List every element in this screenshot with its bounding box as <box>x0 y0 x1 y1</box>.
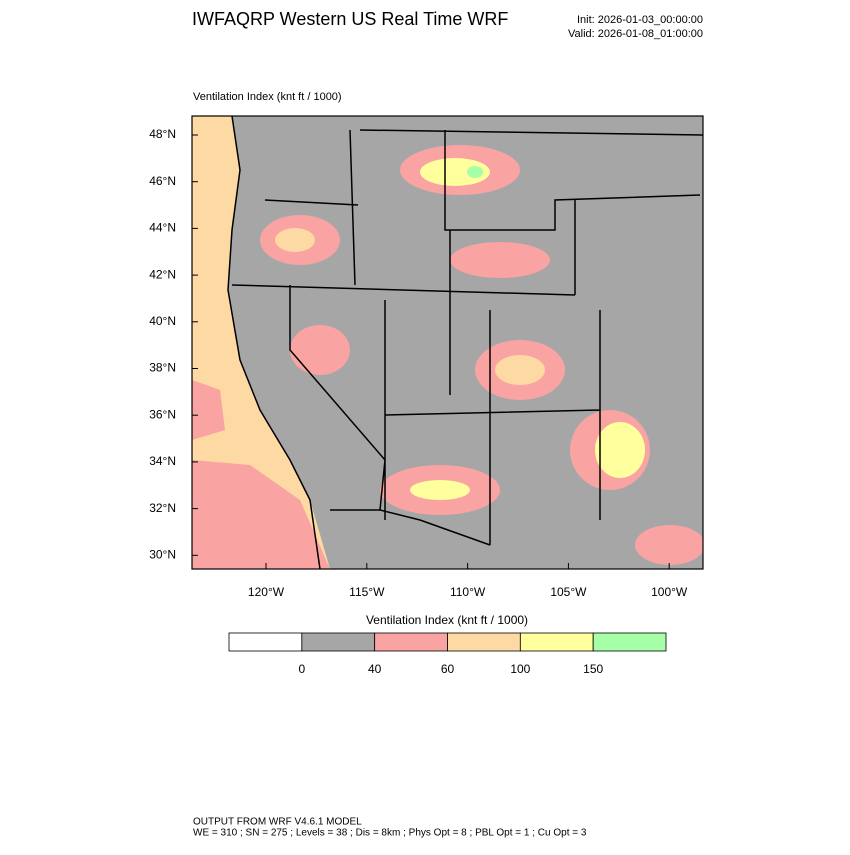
colorbar: 0 40 60 100 150 <box>228 632 667 676</box>
lat-label: 46°N <box>149 174 176 188</box>
footer-line: WE = 310 ; SN = 275 ; Levels = 38 ; Dis … <box>193 828 587 839</box>
colorbar-title: Ventilation Index (knt ft / 1000) <box>366 613 528 627</box>
lon-label: 105°W <box>550 585 587 599</box>
colorbar-label: 150 <box>583 662 603 676</box>
colorbar-box <box>447 632 521 652</box>
lat-label: 30°N <box>149 547 176 561</box>
lat-axis: 48°N 46°N 44°N 42°N 40°N 38°N 36°N 34°N 32°N 30°N <box>149 127 198 561</box>
lat-label: 36°N <box>149 407 176 421</box>
colorbar-box <box>301 632 376 652</box>
lat-label: 44°N <box>149 221 176 235</box>
lon-label: 115°W <box>349 585 385 599</box>
map <box>192 116 703 569</box>
lon-label: 120°W <box>248 585 285 599</box>
colorbar-label: 0 <box>298 662 305 676</box>
colorbar-label: 40 <box>368 662 382 676</box>
valid-time: Valid: 2026-01-08_01:00:00 <box>568 28 703 40</box>
title: IWFAQRP Western US Real Time WRF <box>192 9 508 29</box>
colorbar-box <box>374 632 448 652</box>
lat-label: 38°N <box>149 361 176 375</box>
init-time: Init: 2026-01-03_00:00:00 <box>577 14 703 26</box>
lat-label: 32°N <box>149 501 176 515</box>
footer-line: OUTPUT FROM WRF V4.6.1 MODEL <box>193 817 362 828</box>
colorbar-box <box>592 632 667 652</box>
colorbar-label: 60 <box>441 662 455 676</box>
map-frame <box>191 115 704 570</box>
lon-axis: 120°W 115°W 110°W 105°W 100°W <box>248 563 688 599</box>
lat-label: 34°N <box>149 454 176 468</box>
colorbar-box <box>228 632 303 652</box>
map-label: Ventilation Index (knt ft / 1000) <box>193 91 342 103</box>
lon-label: 110°W <box>450 585 486 599</box>
lat-label: 42°N <box>149 267 176 281</box>
lon-label: 100°W <box>651 585 688 599</box>
lat-label: 48°N <box>149 127 176 141</box>
colorbar-label: 100 <box>510 662 530 676</box>
lat-label: 40°N <box>149 314 176 328</box>
colorbar-box <box>519 632 594 652</box>
